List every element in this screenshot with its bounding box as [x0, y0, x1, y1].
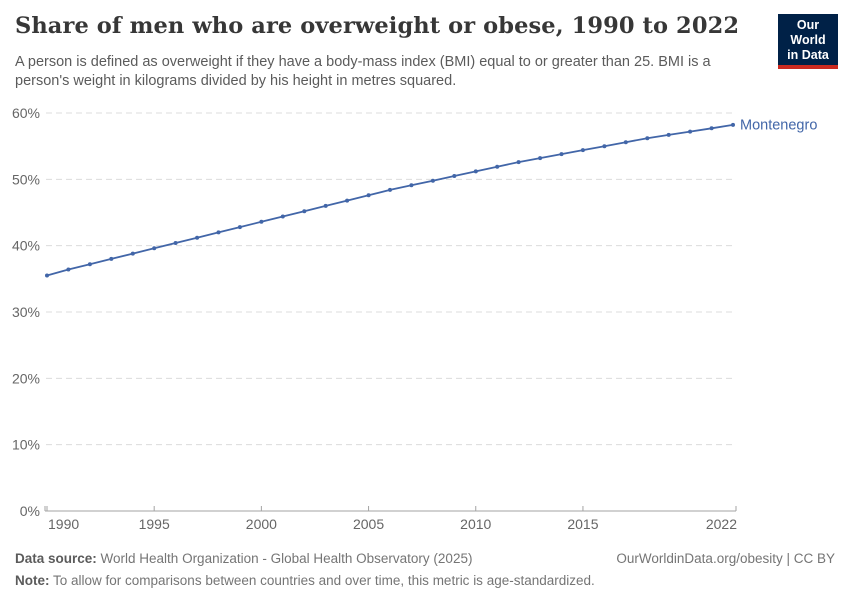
data-source-text: World Health Organization - Global Healt… — [96, 551, 473, 567]
data-point — [602, 144, 607, 149]
owid-logo-line2: in Data — [787, 47, 829, 62]
y-axis-tick-label: 10% — [12, 437, 40, 453]
data-point — [688, 129, 693, 134]
y-axis-tick-label: 30% — [12, 304, 40, 320]
data-point — [666, 132, 671, 137]
data-point — [538, 156, 543, 161]
data-line — [46, 124, 734, 277]
data-point — [66, 267, 71, 272]
y-axis-tick-label: 40% — [12, 238, 40, 254]
x-axis-tick-label: 1990 — [48, 516, 79, 532]
data-point — [709, 126, 714, 131]
line-chart: 0% 10% 20% 30% 40% 50% 60% 1990 1995 2000 2005 2010… — [12, 105, 817, 532]
data-point — [623, 140, 628, 145]
data-point — [237, 225, 242, 230]
data-point — [87, 262, 92, 267]
data-point — [495, 164, 500, 169]
note: Note: To allow for comparisons between c… — [15, 573, 835, 590]
data-point — [130, 251, 135, 256]
data-source-label: Data source: — [15, 551, 97, 567]
owid-logo-line1: Our World — [790, 18, 826, 47]
data-point — [473, 169, 478, 174]
y-axis-tick-label: 0% — [20, 503, 40, 519]
data-point — [388, 187, 392, 192]
data-point — [409, 183, 414, 188]
data-point — [152, 246, 157, 251]
y-axis-tick-label: 60% — [12, 105, 40, 121]
data-point — [280, 214, 285, 219]
note-label: Note: — [15, 573, 50, 589]
data-point — [259, 219, 264, 224]
series-label: Montenegro — [740, 117, 817, 133]
data-point — [731, 122, 735, 127]
citation: OurWorldinData.org/obesity | CC BY — [616, 551, 835, 567]
y-axis-tick-label: 20% — [12, 370, 40, 386]
x-axis-tick-label: 2010 — [460, 516, 491, 532]
data-point — [645, 136, 650, 141]
page-subtitle: A person is defined as overweight if the… — [15, 54, 711, 89]
data-point — [45, 273, 49, 278]
data-source: Data source: World Health Organization -… — [15, 551, 472, 568]
x-axis-tick-label: 2022 — [706, 516, 737, 532]
note-text: To allow for comparisons between countri… — [49, 573, 595, 589]
owid-logo: Our World in Data — [778, 14, 838, 70]
page-title: Share of men who are overweight or obese… — [15, 13, 740, 39]
y-axis-tick-label: 50% — [12, 171, 40, 187]
data-point — [559, 152, 564, 157]
data-point — [516, 160, 521, 165]
data-point — [323, 203, 328, 208]
data-point — [109, 256, 114, 261]
data-point — [580, 148, 585, 153]
x-axis-tick-label: 1995 — [139, 516, 170, 532]
footer: Data source: World Health Organization -… — [15, 551, 835, 590]
x-axis-tick-label: 2015 — [567, 516, 598, 532]
data-point — [173, 241, 178, 245]
data-point — [302, 209, 307, 214]
data-point — [345, 198, 350, 203]
data-point — [430, 178, 435, 183]
x-axis-tick-label: 2000 — [246, 516, 277, 532]
data-point — [366, 193, 371, 198]
data-point — [452, 174, 457, 178]
data-point — [195, 235, 200, 240]
x-axis-tick-label: 2005 — [353, 516, 384, 532]
data-point — [216, 230, 221, 235]
